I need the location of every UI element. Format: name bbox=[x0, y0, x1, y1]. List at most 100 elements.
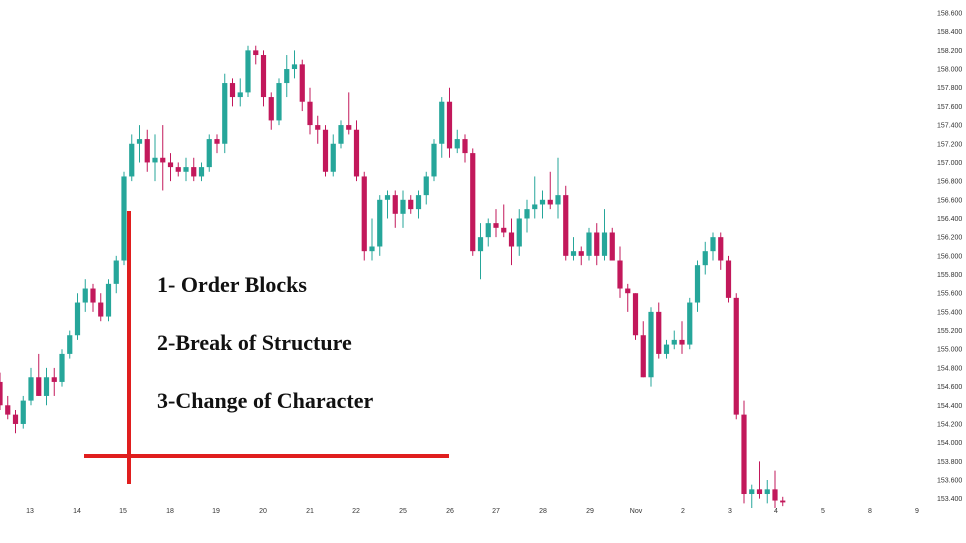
candle-body bbox=[253, 50, 259, 56]
candle-body bbox=[51, 377, 57, 382]
candle-body bbox=[136, 139, 143, 144]
candle-body bbox=[144, 139, 150, 163]
candle-body bbox=[0, 381, 3, 406]
candle bbox=[408, 195, 414, 214]
candle-body bbox=[191, 167, 197, 177]
candle-body bbox=[679, 339, 685, 345]
candle-body bbox=[353, 129, 360, 177]
candle bbox=[43, 367, 50, 406]
candle-body bbox=[338, 125, 344, 144]
candle bbox=[237, 78, 243, 107]
y-tick-label: 156.000 bbox=[937, 253, 962, 260]
candle-body bbox=[532, 204, 538, 210]
candle bbox=[547, 171, 553, 210]
candle bbox=[322, 125, 329, 177]
candle bbox=[710, 232, 716, 261]
candle-body bbox=[710, 237, 716, 252]
candle-body bbox=[718, 237, 724, 261]
candle bbox=[36, 353, 42, 396]
candle bbox=[462, 134, 468, 163]
y-tick-label: 156.800 bbox=[937, 179, 962, 186]
candle-body bbox=[330, 143, 336, 172]
annotation-break-of-structure: 2-Break of Structure bbox=[157, 330, 352, 355]
candle-body bbox=[741, 414, 747, 495]
y-tick-label: 158.600 bbox=[937, 11, 962, 18]
candle bbox=[144, 129, 150, 172]
y-tick-label: 158.200 bbox=[937, 48, 962, 55]
candle bbox=[299, 59, 305, 112]
candle bbox=[175, 162, 181, 177]
candle-body bbox=[632, 293, 639, 336]
candle-body bbox=[725, 260, 732, 298]
candle bbox=[609, 227, 615, 261]
candle bbox=[28, 367, 34, 406]
candle bbox=[725, 255, 732, 303]
candle-body bbox=[493, 223, 499, 228]
candle-body bbox=[756, 489, 763, 495]
y-tick-label: 153.600 bbox=[937, 478, 962, 485]
candle-body bbox=[764, 489, 770, 495]
annotation-change-of-character: 3-Change of Character bbox=[157, 388, 374, 413]
candle-body bbox=[113, 260, 119, 284]
candle bbox=[82, 279, 88, 312]
candle-body bbox=[477, 237, 484, 252]
candle bbox=[0, 372, 3, 410]
candle bbox=[400, 190, 406, 228]
y-tick-label: 158.400 bbox=[937, 29, 962, 36]
candle-body bbox=[160, 157, 166, 163]
x-tick-label: 18 bbox=[166, 508, 174, 515]
x-tick-label: 5 bbox=[821, 508, 825, 515]
x-tick-label: 26 bbox=[446, 508, 454, 515]
candle bbox=[338, 120, 344, 149]
candle bbox=[284, 55, 290, 98]
candle-body bbox=[20, 400, 26, 424]
candle bbox=[214, 134, 220, 154]
candle bbox=[741, 400, 747, 504]
candle-body bbox=[462, 139, 468, 154]
y-tick-label: 157.200 bbox=[937, 141, 962, 148]
time-axis: 13 14 15 18 19 20 21 22 25 26 27 28 29 Nov 2 3 4 5 8 9 bbox=[26, 508, 919, 515]
candle bbox=[315, 115, 321, 144]
y-tick-label: 155.200 bbox=[937, 328, 962, 335]
candle-body bbox=[570, 251, 577, 256]
candle bbox=[516, 209, 522, 256]
x-tick-label: 3 bbox=[728, 508, 732, 515]
candle bbox=[191, 157, 197, 182]
candle bbox=[470, 148, 476, 256]
candle-body bbox=[121, 176, 127, 261]
candle-body bbox=[361, 176, 367, 252]
x-tick-label: 8 bbox=[868, 508, 872, 515]
y-tick-label: 154.600 bbox=[937, 384, 962, 391]
candle-body bbox=[59, 353, 65, 382]
candle bbox=[601, 209, 608, 261]
candle bbox=[663, 339, 670, 359]
y-tick-label: 154.400 bbox=[937, 403, 962, 410]
annotation-lines bbox=[84, 211, 449, 484]
candle bbox=[648, 307, 654, 387]
candle bbox=[508, 218, 515, 266]
candle bbox=[733, 293, 739, 420]
candle bbox=[586, 227, 592, 261]
x-tick-label: 25 bbox=[399, 508, 407, 515]
x-tick-label: 14 bbox=[73, 508, 81, 515]
candle-body bbox=[129, 143, 135, 177]
candle bbox=[291, 50, 298, 79]
candle bbox=[594, 223, 600, 266]
candle bbox=[245, 45, 251, 98]
candle bbox=[563, 185, 569, 261]
candle bbox=[718, 232, 724, 270]
candle bbox=[129, 134, 135, 182]
candle-body bbox=[423, 176, 429, 196]
candle-body bbox=[694, 265, 701, 303]
candle-body bbox=[98, 302, 104, 317]
candle-body bbox=[183, 167, 189, 172]
candle bbox=[121, 171, 127, 266]
candle-body bbox=[671, 339, 677, 345]
candle-body bbox=[400, 199, 406, 214]
x-tick-label: 9 bbox=[915, 508, 919, 515]
candle bbox=[625, 283, 631, 312]
candle bbox=[617, 246, 623, 298]
candle bbox=[656, 302, 662, 359]
candle-body bbox=[369, 246, 375, 252]
candle-body bbox=[454, 139, 460, 149]
